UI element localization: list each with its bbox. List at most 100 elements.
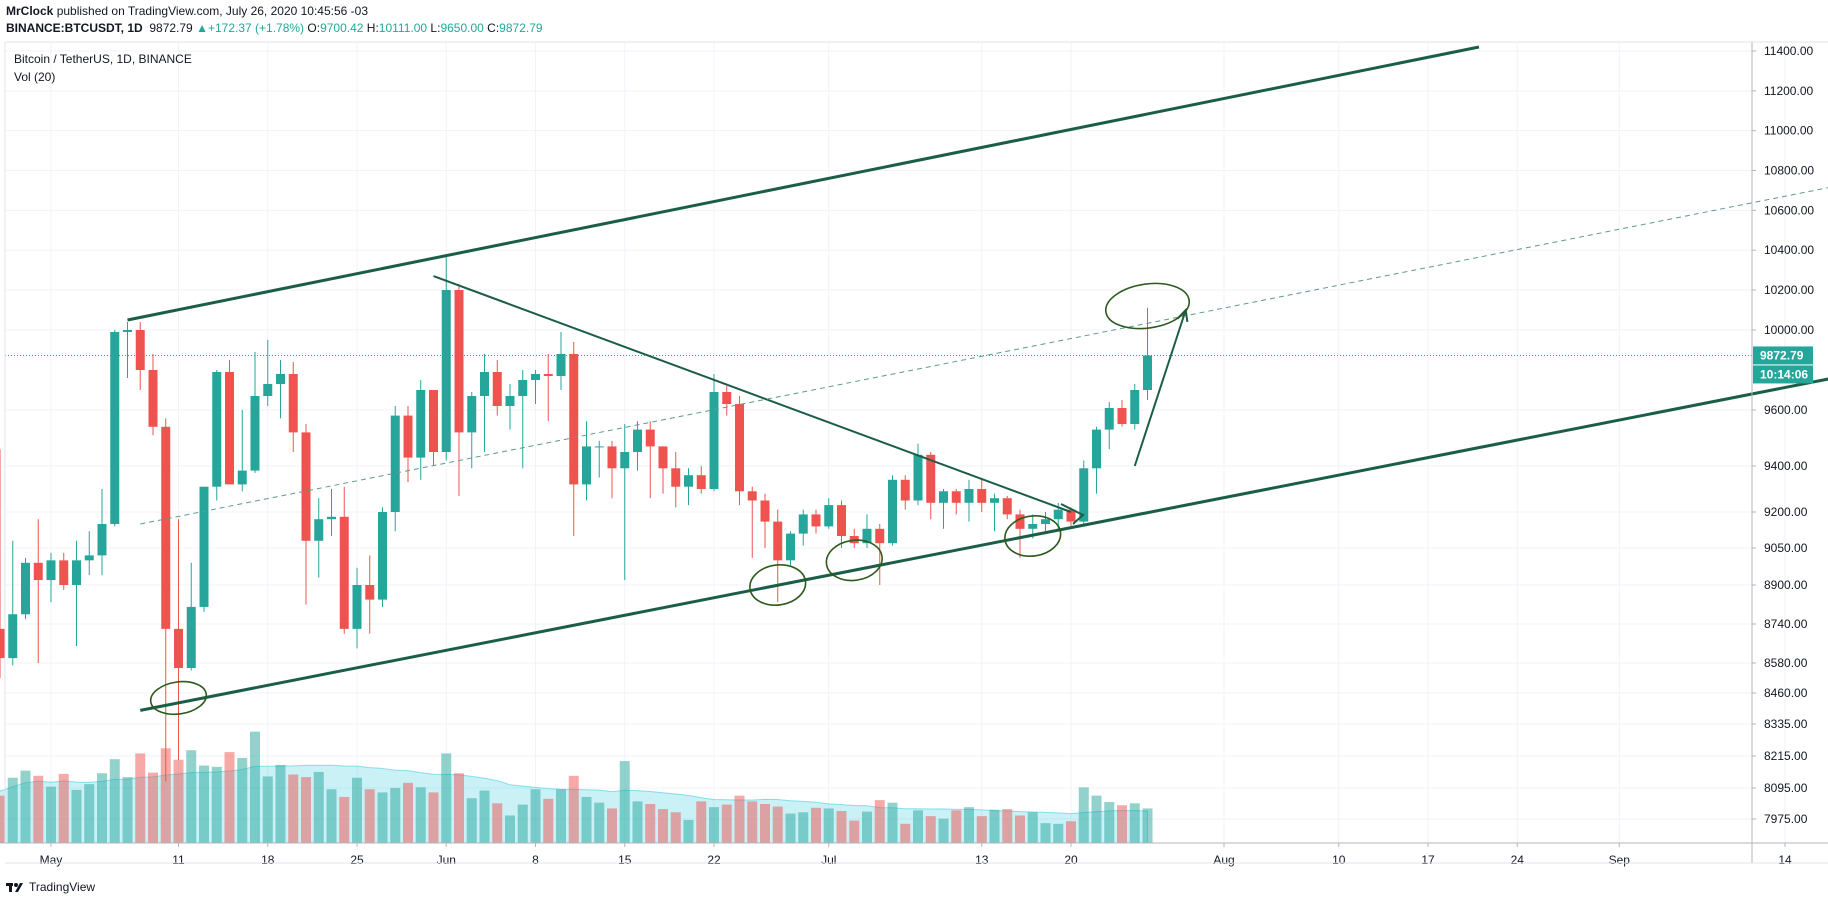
candle-body — [0, 628, 5, 659]
candle-body — [276, 374, 285, 384]
candle-body — [658, 446, 668, 469]
volume-bar — [415, 787, 426, 843]
candle-body — [786, 533, 795, 561]
x-tick-label: 11 — [172, 853, 185, 867]
candle-body — [314, 519, 324, 541]
y-tick-label: 9050.00 — [1764, 541, 1808, 555]
high-label: H: — [366, 21, 379, 35]
trend-line — [127, 45, 1480, 322]
candle-body — [684, 475, 693, 487]
volume-legend[interactable]: Vol (20) — [14, 70, 55, 84]
candle-body — [1053, 509, 1063, 520]
candle-body — [594, 446, 604, 448]
candle-body — [59, 560, 69, 585]
x-tick-label: 14 — [1778, 853, 1792, 867]
arrow-line — [1133, 309, 1187, 467]
volume-bar — [772, 806, 783, 843]
tradingview-logo[interactable]: TradingView — [6, 880, 95, 894]
volume-bar — [849, 820, 860, 843]
volume-bar — [568, 775, 579, 843]
volume-bar — [1117, 805, 1127, 843]
candle-body — [1002, 498, 1012, 515]
volume-bar — [1040, 823, 1051, 843]
candle-body — [977, 489, 987, 503]
volume-bar — [734, 795, 745, 843]
candle-body — [773, 521, 783, 561]
volume-bar — [288, 774, 299, 843]
volume-bar — [224, 752, 235, 843]
candle-body — [582, 446, 591, 485]
candle-body — [21, 562, 30, 615]
close-value: 9872.79 — [499, 21, 543, 35]
candle-body — [46, 560, 56, 581]
candle-body — [1130, 390, 1140, 424]
volume-bar — [581, 796, 592, 843]
candle-body — [454, 290, 464, 433]
x-tick-label: 17 — [1421, 853, 1435, 867]
arrow-head — [1060, 503, 1085, 525]
y-tick-label: 11200.00 — [1764, 84, 1813, 98]
candle-body — [607, 446, 617, 469]
volume-bar — [403, 782, 413, 843]
y-tick-label: 10200.00 — [1764, 283, 1814, 297]
drawings-layer — [5, 45, 1828, 716]
candle-body — [429, 390, 438, 452]
volume-bar — [313, 771, 324, 843]
volume-bar — [925, 816, 936, 843]
volume-bar — [33, 775, 44, 843]
candle-body — [97, 524, 107, 556]
chart-legend-title[interactable]: Bitcoin / TetherUS, 1D, BINANCE — [14, 52, 192, 66]
volume-bar — [199, 765, 209, 843]
y-tick-label: 9600.00 — [1764, 403, 1808, 417]
candle-body — [1015, 514, 1025, 529]
volume-bar — [645, 803, 656, 843]
candle-body — [339, 516, 349, 629]
volume-bar — [670, 812, 681, 843]
candle-body — [1104, 408, 1114, 430]
x-tick-label: 8 — [532, 853, 539, 867]
volume-bar — [683, 819, 694, 843]
volume-bar — [352, 777, 362, 843]
x-tick-label: 15 — [618, 853, 632, 867]
volume-bar — [1078, 787, 1089, 843]
volume-bar — [186, 750, 197, 843]
volume-bar — [530, 789, 541, 843]
candle-body — [569, 354, 579, 485]
volume-bar — [709, 807, 719, 843]
candle-body — [301, 432, 311, 541]
volume-bar — [862, 811, 872, 843]
candle-body — [441, 290, 451, 452]
volume-bar — [1104, 802, 1115, 843]
change-arrow-icon: ▲ — [196, 21, 208, 35]
chart-header: MrClock published on TradingView.com, Ju… — [6, 4, 543, 36]
candle-body — [505, 396, 515, 406]
author-name[interactable]: MrClock — [6, 4, 54, 18]
candle-body — [709, 392, 719, 489]
volume-bar — [1129, 803, 1140, 843]
volume-bar — [976, 816, 987, 843]
y-tick-label: 10800.00 — [1764, 164, 1814, 178]
volume-bar — [747, 801, 758, 843]
candle-body — [620, 452, 630, 469]
volume-bar — [326, 789, 337, 843]
y-tick-label: 8580.00 — [1764, 656, 1808, 670]
volume-bar — [71, 789, 82, 843]
volume-bar — [517, 804, 528, 843]
price-badge: 9872.79 — [1760, 348, 1804, 362]
volume-layer — [0, 731, 1153, 844]
candle-body — [798, 514, 808, 534]
y-tick-label: 11000.00 — [1764, 124, 1813, 138]
candle-body — [556, 354, 566, 376]
y-tick-label: 9400.00 — [1764, 459, 1808, 473]
y-tick-label: 11400.00 — [1764, 44, 1813, 58]
volume-bar — [441, 753, 452, 843]
volume-bar — [1015, 815, 1025, 843]
volume-bar — [1142, 808, 1153, 843]
candle-body — [990, 498, 999, 503]
volume-bar — [619, 761, 630, 843]
timer-badge: 10:14:06 — [1760, 367, 1808, 381]
x-tick-label: 24 — [1511, 853, 1525, 867]
candle-body — [480, 372, 489, 396]
volume-bar — [479, 790, 490, 843]
